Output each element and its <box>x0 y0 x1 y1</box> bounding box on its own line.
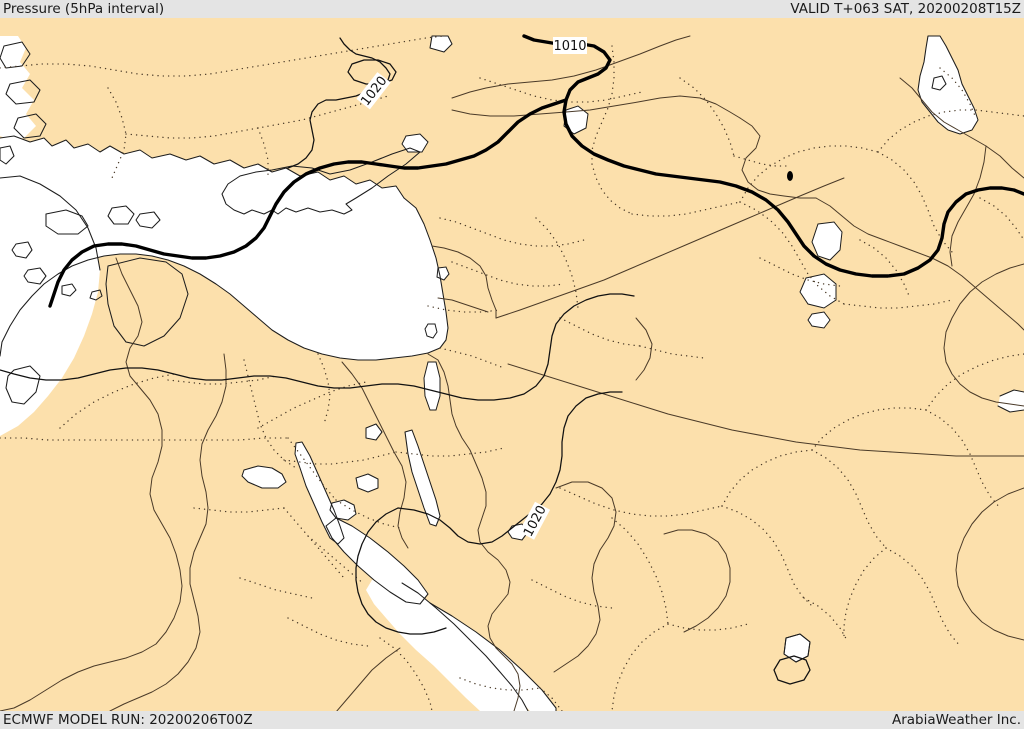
map-svg: 1010 1020 1020 <box>0 18 1024 711</box>
model-run-label: ECMWF MODEL RUN: 20200206T00Z <box>3 712 253 728</box>
isobar-label-1010-text: 1010 <box>553 39 586 54</box>
dead-sea <box>423 361 441 411</box>
header-bar: Pressure (5hPa interval) VALID T+063 SAT… <box>0 0 1024 18</box>
lake-iraq-b <box>799 273 837 309</box>
mediterranean-sea <box>0 136 448 360</box>
gulf-of-aqaba <box>405 430 440 526</box>
isobar-1010-thick <box>522 34 1024 278</box>
sea-of-galilee <box>424 323 438 339</box>
lake-small-b <box>356 474 378 492</box>
red-sea-east-bay <box>424 603 556 711</box>
lake-bardawil <box>242 466 286 488</box>
valid-time-label: VALID T+063 SAT, 20200208T15Z <box>790 1 1021 17</box>
isobar-1020-saudi <box>355 507 447 635</box>
persian-gulf <box>998 390 1024 412</box>
gulf-of-suez <box>295 442 344 544</box>
caspian-sea <box>918 36 978 134</box>
lake-timsah <box>366 424 382 440</box>
footer-bar: ECMWF MODEL RUN: 20200206T00Z ArabiaWeat… <box>0 711 1024 729</box>
national-borders <box>0 35 1024 711</box>
land-base <box>0 18 1024 711</box>
isobar-1010-thick-west <box>48 98 568 308</box>
provider-label: ArabiaWeather Inc. <box>891 712 1021 728</box>
isobar-1020-closed <box>347 59 397 85</box>
map-canvas[interactable]: 1010 1020 1020 <box>0 18 1024 711</box>
red-sea-upper <box>326 518 428 604</box>
isobars <box>0 34 1024 685</box>
isobar-closed-saudi <box>773 655 811 685</box>
sea-bodies <box>0 36 1024 711</box>
black-sea-sliver <box>430 36 452 52</box>
isobar-labels: 1010 1020 1020 <box>356 37 587 540</box>
aegean-sea <box>0 36 36 140</box>
lake-tharthar <box>563 105 589 135</box>
isobar-label-1010: 1010 <box>553 37 587 54</box>
lake-iraq-c <box>807 311 831 329</box>
caspian-detail <box>932 76 946 90</box>
aegean-inlet <box>0 36 8 66</box>
lake-small-a <box>330 500 356 520</box>
coastlines <box>0 35 1024 711</box>
pressure-title: Pressure (5hPa interval) <box>3 1 165 17</box>
island-mediterranean <box>401 133 429 153</box>
isobar-low-center-dot <box>787 171 793 181</box>
admin-boundaries-dotted <box>0 35 1024 711</box>
red-sea <box>366 576 528 711</box>
isobar-1020-south <box>0 293 635 401</box>
lake-iraq-a <box>811 221 843 261</box>
